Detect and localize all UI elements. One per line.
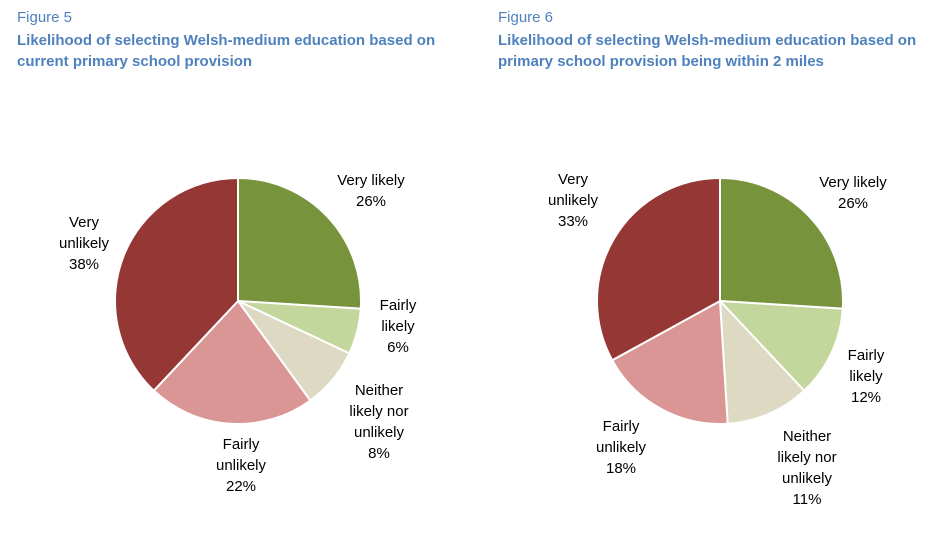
slice-value: 26% — [355, 193, 387, 210]
chart-title: Likelihood of selecting Welsh-medium edu… — [17, 32, 436, 70]
slice-value: 22% — [225, 478, 257, 495]
figure-label: Figure 6 — [498, 9, 554, 26]
slice-label: Neither likely nor unlikely 11% — [777, 426, 836, 510]
slice-value: 8% — [368, 445, 390, 462]
slice-category: Very unlikely — [58, 214, 110, 252]
pie-slice-neither-likely-nor-unlikely — [718, 298, 806, 425]
slice-label: Fairly unlikely 18% — [596, 416, 646, 479]
pie-slice-fairly-unlikely — [152, 299, 312, 425]
pie-chart — [114, 176, 362, 425]
slice-value: 38% — [68, 256, 100, 273]
pie-slice-very-unlikely — [114, 176, 239, 393]
pie-slice-very-likely — [237, 176, 362, 310]
slice-category: Fairly unlikely — [595, 418, 647, 456]
slice-category: Very likely — [337, 172, 405, 189]
slice-label: Very unlikely 38% — [59, 212, 109, 275]
pie-slice-fairly-unlikely — [610, 299, 729, 425]
slice-category: Very likely — [819, 174, 887, 191]
chart-title: Likelihood of selecting Welsh-medium edu… — [498, 32, 917, 70]
figure-label: Figure 5 — [17, 9, 73, 26]
slice-value: 33% — [557, 213, 589, 230]
slice-value: 26% — [837, 195, 869, 212]
slice-category: Fairly unlikely — [215, 436, 267, 474]
pie-slice-very-likely — [719, 176, 844, 310]
pie-slice-very-unlikely — [596, 176, 721, 362]
slice-value: 18% — [605, 460, 637, 477]
slice-value: 11% — [792, 491, 822, 508]
pie-slice-fairly-likely — [717, 299, 844, 393]
slice-category: Fairly likely — [379, 297, 417, 335]
slice-category: Fairly likely — [847, 347, 885, 385]
slice-label: Fairly likely 6% — [380, 295, 417, 358]
slice-label: Very unlikely 33% — [548, 169, 598, 232]
slice-category: Very unlikely — [547, 171, 599, 209]
slice-label: Fairly likely 12% — [848, 345, 885, 408]
slice-label: Neither likely nor unlikely 8% — [349, 380, 408, 464]
slice-label: Fairly unlikely 22% — [216, 434, 266, 497]
pie-chart — [596, 176, 844, 425]
slice-category: Neither likely nor unlikely — [777, 428, 837, 487]
slice-value: 6% — [387, 339, 409, 356]
slice-label: Very likely 26% — [337, 170, 405, 212]
slice-category: Neither likely nor unlikely — [349, 382, 409, 441]
slice-value: 12% — [850, 389, 882, 406]
figure-5-panel: Figure 5 Likelihood of selecting Welsh-m… — [17, 0, 457, 543]
slice-label: Very likely 26% — [819, 172, 887, 214]
figure-6-panel: Figure 6 Likelihood of selecting Welsh-m… — [498, 0, 935, 543]
